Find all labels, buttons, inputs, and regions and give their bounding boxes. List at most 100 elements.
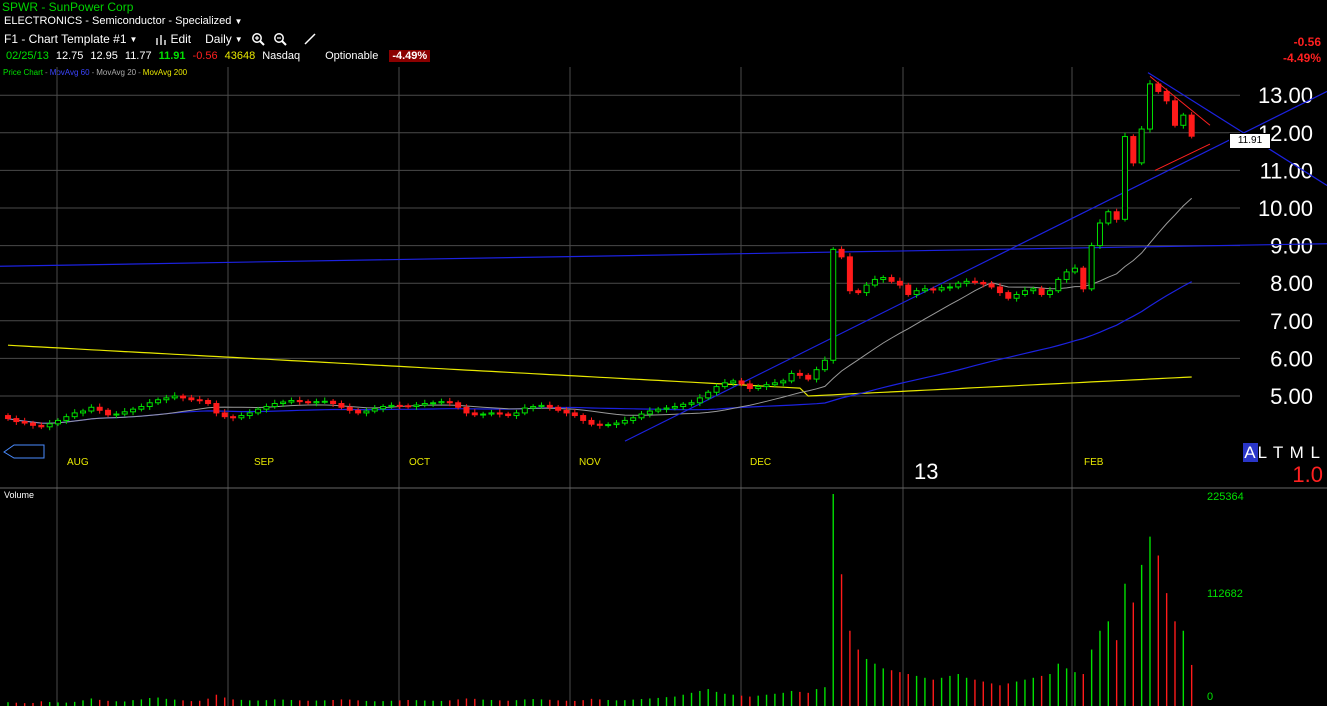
candle-body (996, 286, 1003, 294)
candle-body (363, 410, 370, 414)
candle-body (846, 256, 853, 292)
candle-body (1180, 114, 1187, 126)
candle-body (530, 406, 537, 409)
legend-ma60[interactable]: MovAvg 60 (49, 68, 90, 77)
candle-body (646, 410, 653, 415)
legend-ma200[interactable]: MovAvg 200 (142, 68, 188, 77)
candle-body (380, 406, 387, 410)
quote-last: 11.91 (158, 50, 186, 62)
edit-label: Edit (170, 32, 192, 46)
candle-body (1113, 211, 1120, 220)
candle-body (605, 424, 612, 427)
candle-body (188, 397, 195, 401)
candle-body (280, 401, 287, 405)
candle-body (196, 399, 203, 402)
candle-body (638, 413, 645, 419)
sector-dropdown[interactable]: ELECTRONICS - Semiconductor - Specialize… (4, 15, 242, 27)
scale-factor: 1.0 (1292, 462, 1323, 487)
altml-indicator[interactable]: AL T M L (1243, 443, 1321, 463)
chart-template-label: F1 - Chart Template #1 (4, 32, 127, 46)
period-dropdown[interactable]: Daily ▼ (205, 32, 243, 46)
candle-body (321, 400, 328, 403)
candle-body (413, 404, 420, 408)
candle-body (1121, 136, 1128, 220)
x-month-label: DEC (750, 457, 771, 468)
y-tick-label: 8.00 (1270, 271, 1313, 296)
zoom-in-icon[interactable] (251, 32, 265, 46)
candle-body (838, 248, 845, 258)
candle-body (371, 408, 378, 412)
candle-body (480, 413, 487, 416)
x-month-label: OCT (409, 457, 430, 468)
candle-body (1038, 288, 1045, 295)
optionable-label: Optionable (325, 50, 379, 62)
candle-body (1071, 267, 1078, 273)
legend-ma20[interactable]: MovAvg 20 (96, 68, 137, 77)
candle-body (871, 278, 878, 286)
candle-body (338, 403, 345, 408)
period-label: Daily (205, 32, 232, 46)
x-month-label: AUG (67, 457, 89, 468)
candle-body (705, 391, 712, 399)
quote-date: 02/25/13 (6, 50, 49, 62)
candle-body (4, 415, 12, 420)
y-tick-label: 13.00 (1258, 83, 1313, 108)
candle-body (796, 372, 803, 376)
candle-body (571, 412, 578, 417)
quote-exchange: Nasdaq (262, 50, 301, 62)
candle-body (1063, 271, 1070, 280)
candle-body (721, 382, 728, 388)
y-tick-label: 5.00 (1270, 384, 1313, 409)
last-price-tag: 11.91 (1229, 133, 1271, 149)
candle-body (1105, 211, 1112, 224)
y-tick-label: 10.00 (1258, 196, 1313, 221)
draw-line-icon[interactable] (303, 32, 317, 46)
candle-body (71, 412, 78, 418)
y-tick-label: 7.00 (1270, 309, 1313, 334)
chart-template-dropdown[interactable]: F1 - Chart Template #1 ▼ (4, 32, 137, 46)
candle-body (155, 399, 162, 404)
side-change: -0.56 (1293, 35, 1321, 49)
candle-body (96, 406, 103, 411)
candle-body (355, 409, 362, 414)
zoom-out-icon[interactable] (273, 32, 287, 46)
candle-body (1155, 83, 1162, 92)
support-trendline (624, 90, 1327, 442)
chart-toolbar: F1 - Chart Template #1 ▼ Edit Daily ▼ (4, 32, 317, 46)
chevron-down-icon: ▼ (234, 17, 243, 26)
quote-high: 12.95 (90, 50, 118, 62)
candle-body (780, 380, 787, 384)
ma200-line (7, 344, 1192, 397)
legend-price-chart[interactable]: Price Chart (3, 68, 44, 77)
candle-body (671, 406, 678, 409)
candle-body (446, 401, 453, 404)
candle-body (938, 287, 945, 291)
candle-body (1088, 245, 1095, 290)
candle-body (521, 407, 528, 414)
chevron-down-icon: ▼ (129, 34, 138, 44)
candle-body (396, 404, 403, 407)
candle-body (1138, 128, 1145, 164)
edit-button[interactable]: Edit (155, 32, 191, 46)
candle-body (213, 403, 220, 414)
candle-body (763, 384, 770, 388)
candle-body (580, 415, 587, 421)
candle-body (1005, 292, 1012, 299)
candle-body (421, 403, 428, 406)
candle-body (613, 422, 620, 426)
candle-body (588, 419, 595, 425)
chevron-down-icon: ▼ (234, 34, 243, 44)
candle-body (1055, 278, 1062, 292)
candle-body (471, 412, 478, 416)
candle-body (921, 288, 928, 292)
candle-body (596, 423, 603, 426)
quote-bar: 02/25/13 12.75 12.95 11.77 11.91 -0.56 4… (6, 50, 431, 62)
candle-body (688, 402, 695, 405)
pct-change-badge: -4.49% (389, 50, 431, 62)
candle-body (230, 416, 237, 419)
candle-body (680, 403, 687, 408)
candle-body (1046, 290, 1053, 295)
date-marker-icon (3, 444, 45, 459)
candle-body (888, 277, 895, 282)
